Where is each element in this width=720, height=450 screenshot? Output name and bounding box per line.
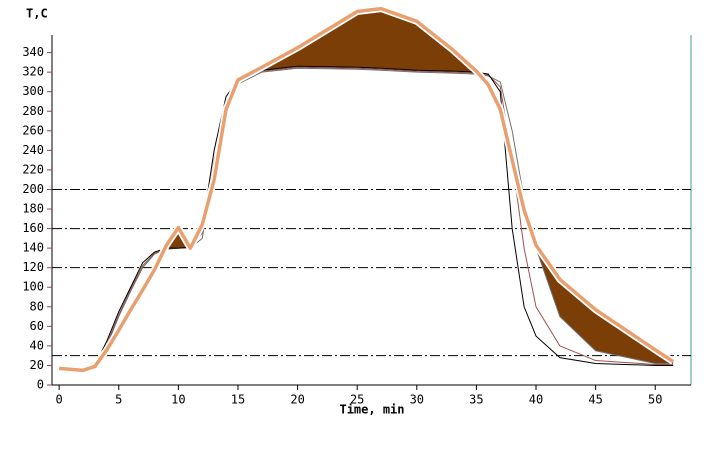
x-tick-label: 0 <box>56 393 63 407</box>
y-tick-label: 120 <box>22 260 44 274</box>
y-tick-label: 40 <box>30 338 44 352</box>
x-tick-label: 15 <box>231 393 245 407</box>
x-tick-label: 40 <box>529 393 543 407</box>
y-tick-label: 260 <box>22 123 44 137</box>
x-tick-label: 20 <box>290 393 304 407</box>
x-tick-label: 5 <box>115 393 122 407</box>
x-tick-label: 35 <box>469 393 483 407</box>
x-axis-title: Time, min <box>339 403 404 417</box>
y-tick-label: 0 <box>37 378 44 392</box>
y-tick-label: 220 <box>22 162 44 176</box>
y-tick-label: 300 <box>22 84 44 98</box>
x-tick-label: 50 <box>648 393 662 407</box>
y-tick-label: 280 <box>22 104 44 118</box>
y-tick-label: 240 <box>22 143 44 157</box>
x-tick-label: 25 <box>350 393 364 407</box>
x-tick-label: 10 <box>171 393 185 407</box>
x-tick-label: 30 <box>410 393 424 407</box>
y-tick-label: 320 <box>22 65 44 79</box>
y-tick-label: 20 <box>30 358 44 372</box>
y-axis-title: T,C <box>26 7 48 21</box>
difference-area <box>237 8 478 80</box>
profile-line <box>59 6 675 373</box>
y-tick-label: 200 <box>22 182 44 196</box>
y-tick-label: 180 <box>22 202 44 216</box>
y-tick-label: 140 <box>22 241 44 255</box>
y-tick-label: 160 <box>22 221 44 235</box>
y-tick-label: 100 <box>22 280 44 294</box>
y-tick-label: 80 <box>30 299 44 313</box>
x-tick-label: 45 <box>588 393 602 407</box>
y-tick-label: 60 <box>30 319 44 333</box>
difference-area <box>533 237 674 364</box>
y-tick-label: 340 <box>22 45 44 59</box>
